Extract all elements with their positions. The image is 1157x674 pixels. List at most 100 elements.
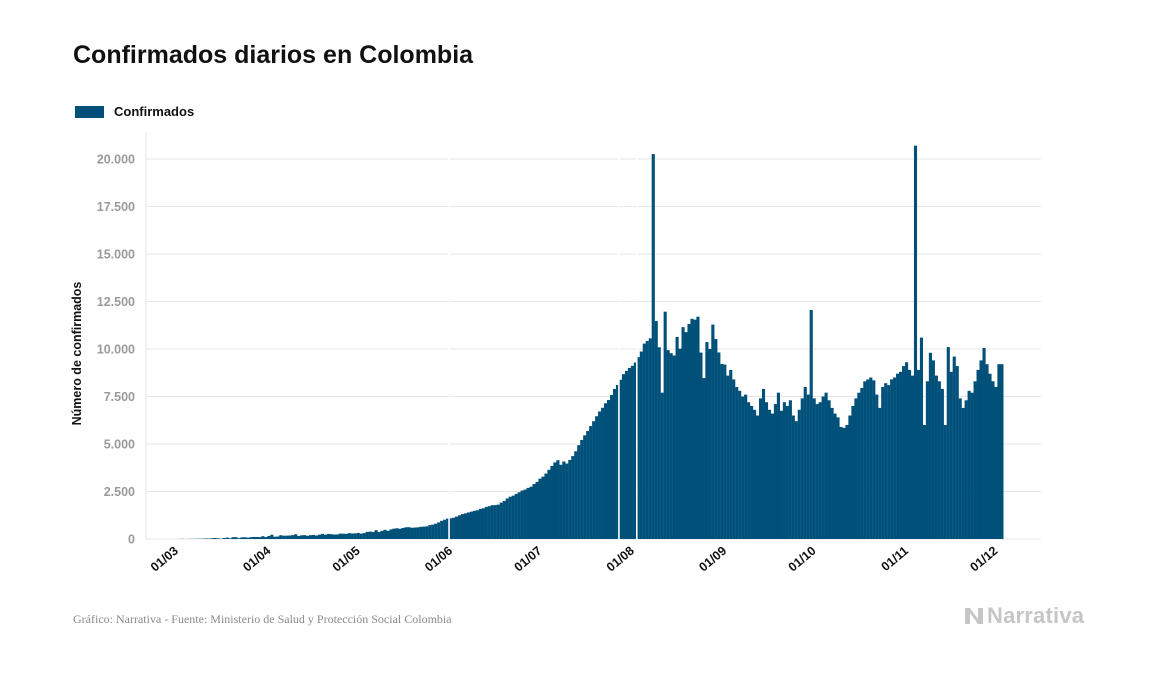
bar [571, 456, 575, 539]
bar-gap [448, 140, 450, 539]
y-tick-label: 5.000 [104, 438, 135, 452]
bar [913, 145, 918, 539]
bar [660, 392, 664, 539]
y-tick-label: 20.000 [97, 153, 135, 167]
bar [553, 462, 557, 539]
bar [711, 324, 715, 539]
bar [359, 533, 363, 539]
bar [949, 371, 953, 539]
bar [469, 511, 474, 539]
bar [648, 338, 652, 539]
bar [785, 406, 789, 539]
bar [326, 533, 331, 539]
y-tick-label: 17.500 [97, 200, 135, 214]
bar [538, 478, 542, 539]
bar [487, 506, 491, 539]
y-tick-label: 7.500 [104, 390, 135, 404]
bar [931, 360, 935, 539]
bar [335, 534, 339, 539]
bar [988, 373, 992, 539]
legend-label: Confirmados [114, 104, 195, 119]
bar [210, 538, 214, 539]
legend: Confirmados [75, 104, 194, 119]
bar [484, 506, 488, 539]
bar [204, 538, 208, 539]
bar [440, 520, 444, 539]
bar [863, 381, 867, 539]
bar [946, 347, 950, 539]
bar [460, 514, 465, 539]
bar [809, 310, 813, 539]
bar [705, 342, 709, 539]
bar [437, 522, 441, 539]
bar [627, 367, 631, 539]
bar [708, 349, 712, 539]
bar [612, 388, 617, 539]
bar [395, 528, 399, 539]
bar [919, 337, 924, 539]
bar [294, 534, 298, 539]
bar [761, 388, 766, 539]
bar [747, 402, 751, 539]
bar [604, 403, 608, 539]
bar [374, 530, 378, 539]
bar [803, 387, 807, 539]
bar [806, 394, 810, 539]
bar [916, 369, 921, 539]
source-note: Gráfico: Narrativa - Fuente: Ministerio … [73, 612, 452, 626]
bar [729, 369, 733, 539]
bar [323, 534, 328, 539]
bar [735, 387, 739, 539]
bar [723, 364, 727, 539]
bar [744, 394, 748, 539]
bar [529, 486, 533, 539]
bar [738, 390, 742, 539]
bar [389, 529, 393, 539]
bar [523, 489, 527, 539]
bar [979, 360, 983, 539]
bar [851, 406, 855, 539]
bar [401, 528, 405, 539]
bar [624, 370, 629, 539]
bar [797, 409, 801, 539]
bar [431, 524, 435, 539]
bar [434, 523, 438, 539]
bar [320, 533, 325, 539]
bar [532, 484, 536, 539]
bar [922, 425, 927, 539]
bar [788, 400, 792, 539]
bar [231, 537, 235, 539]
bar [362, 533, 366, 539]
bar [702, 378, 706, 539]
bar [353, 533, 357, 539]
bar [976, 369, 980, 539]
bar [222, 538, 226, 539]
bar [779, 410, 783, 539]
bar [583, 435, 587, 539]
legend-swatch [75, 105, 104, 118]
bar [842, 427, 846, 539]
bar [282, 535, 286, 539]
bar [910, 375, 915, 539]
x-tick-label: 01/06 [422, 544, 455, 575]
bar [300, 535, 304, 539]
bar [782, 402, 786, 539]
bar [925, 381, 929, 539]
y-tick-label: 10.000 [97, 343, 135, 357]
bar [383, 529, 387, 539]
bar [833, 413, 837, 539]
bar [255, 536, 259, 539]
bar [481, 508, 485, 539]
bar [285, 535, 289, 539]
bar [237, 538, 241, 539]
bar [550, 465, 554, 539]
bar [943, 425, 947, 539]
bar [690, 318, 694, 539]
bar [982, 348, 986, 539]
bar [753, 409, 757, 539]
bar [741, 396, 745, 539]
x-tick-label: 01/04 [240, 544, 273, 575]
bar [273, 536, 277, 539]
bar [607, 400, 611, 539]
bar [693, 319, 697, 539]
